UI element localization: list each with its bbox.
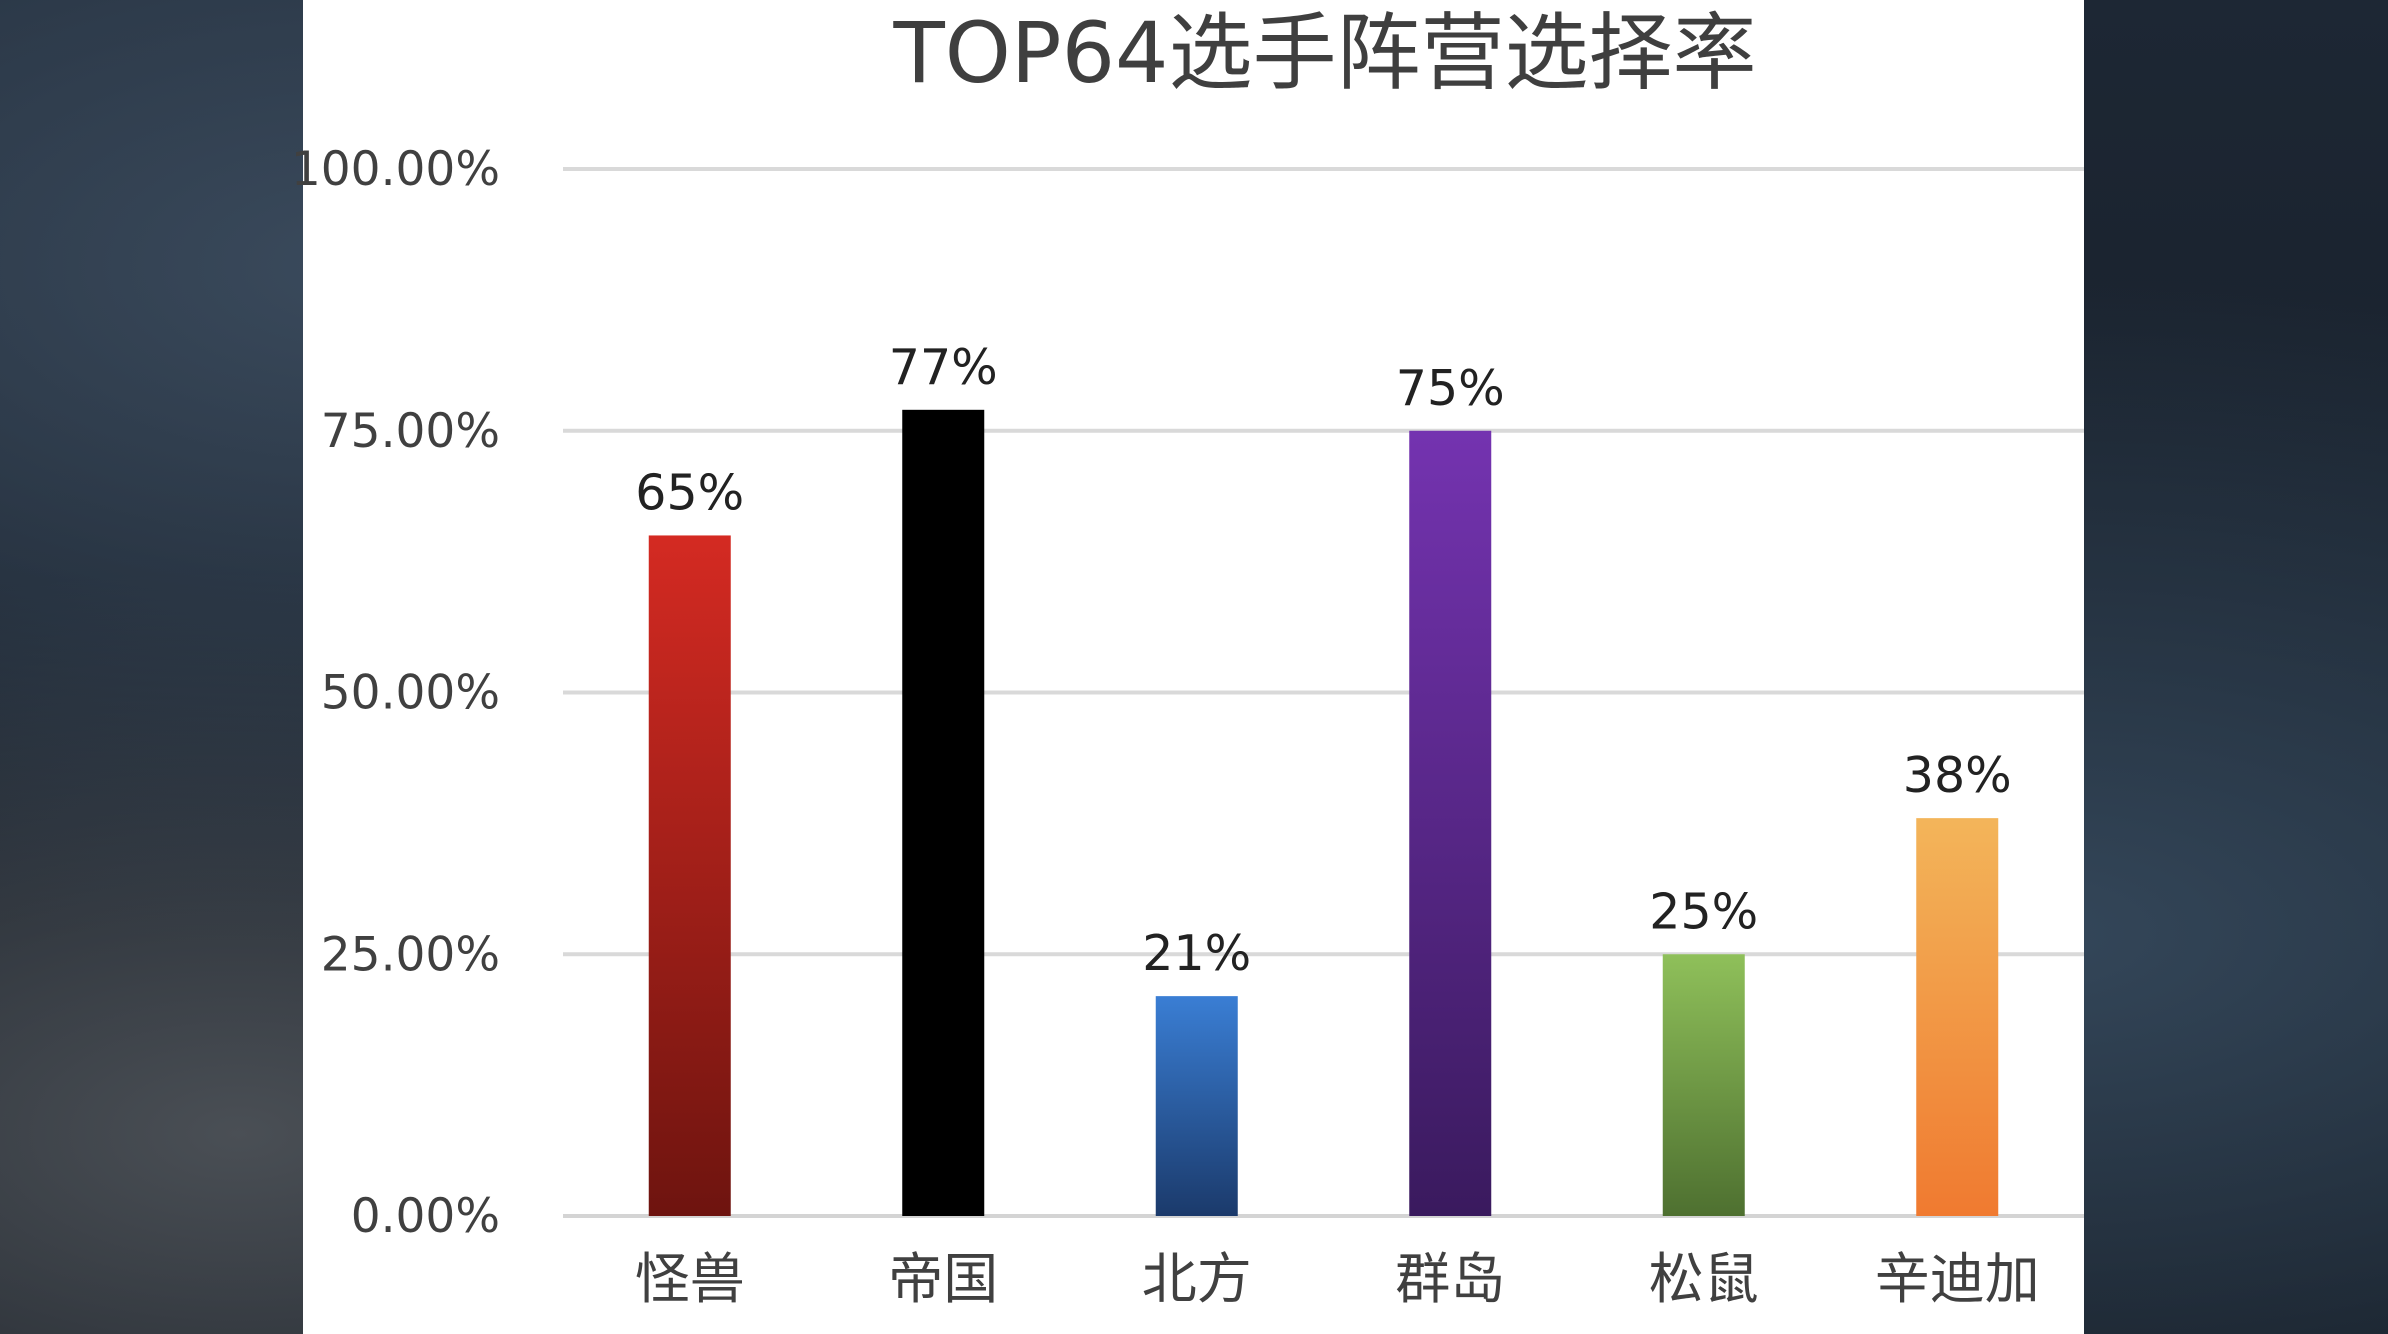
y-axis-ticks: 0.00% 25.00% 50.00% 75.00% 100.00% (291, 142, 500, 1244)
x-category-label-0: 怪兽 (635, 1247, 745, 1311)
bar-5 (1916, 818, 1999, 1216)
data-labels: 65% 77% 21% 75% 25% 38% (635, 339, 2011, 982)
data-label-4: 25% (1649, 883, 1758, 940)
y-tick-label: 25.00% (321, 927, 500, 982)
bar-4 (1662, 954, 1745, 1216)
data-label-2: 21% (1142, 925, 1251, 982)
bar-1 (902, 409, 985, 1216)
data-label-5: 38% (1903, 747, 2012, 804)
bar-2 (1155, 996, 1238, 1216)
x-category-label-4: 松鼠 (1649, 1247, 1759, 1311)
data-label-3: 75% (1396, 360, 1505, 417)
y-tick-label: 0.00% (351, 1189, 500, 1244)
y-tick-label: 50.00% (321, 666, 500, 721)
x-category-label-2: 北方 (1142, 1247, 1252, 1311)
bar-3 (1409, 430, 1492, 1216)
y-tick-label: 75.00% (321, 404, 500, 459)
x-category-label-3: 群岛 (1395, 1247, 1505, 1311)
x-category-label-5: 辛迪加 (1875, 1247, 2040, 1311)
x-category-label-1: 帝国 (888, 1247, 998, 1311)
x-axis-categories: 怪兽 帝国 北方 群岛 松鼠 辛迪加 (635, 1247, 2040, 1311)
bars (648, 409, 1999, 1216)
data-label-0: 65% (635, 464, 744, 521)
y-tick-label: 100.00% (291, 142, 500, 197)
chart-title: TOP64选手阵营选择率 (893, 4, 1757, 102)
gridlines (563, 167, 2084, 1218)
bar-0 (648, 535, 731, 1216)
data-label-1: 77% (889, 339, 998, 396)
